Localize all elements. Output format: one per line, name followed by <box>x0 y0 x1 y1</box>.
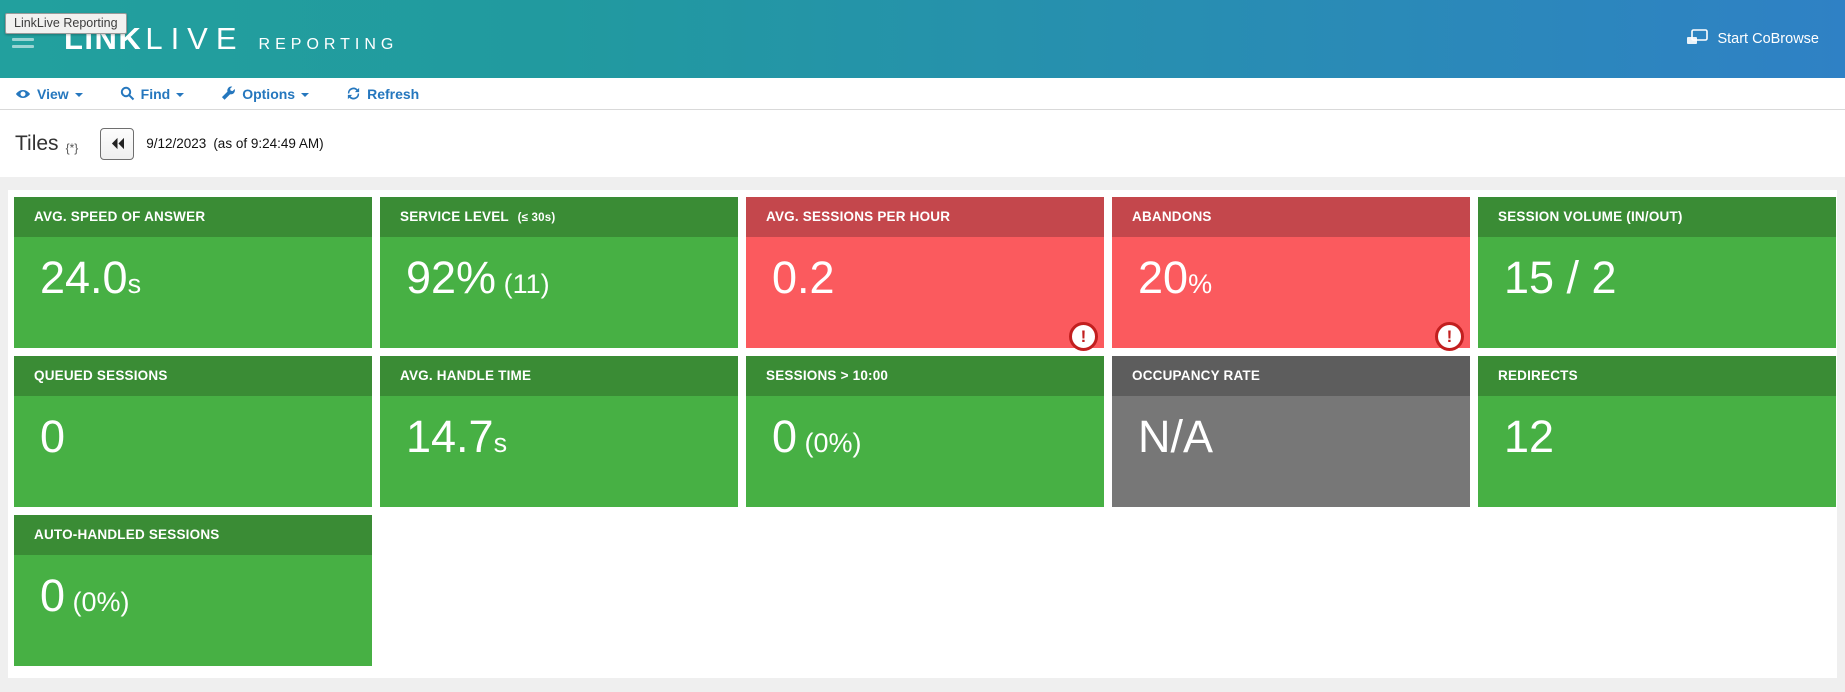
search-icon <box>120 86 134 101</box>
start-cobrowse-label: Start CoBrowse <box>1717 31 1819 47</box>
metric-tile[interactable]: AUTO-HANDLED SESSIONS 0 (0%) <box>14 515 372 666</box>
report-date: 9/12/2023 <box>146 136 207 151</box>
tile-header: AUTO-HANDLED SESSIONS <box>14 515 372 555</box>
tile-body: 14.7s <box>380 396 738 507</box>
metric-tile[interactable]: SESSIONS > 10:00 0 (0%) <box>746 356 1104 507</box>
tile-value-main: 92% <box>406 252 497 303</box>
tile-header: SESSIONS > 10:00 <box>746 356 1104 396</box>
tile-header: AVG. SPEED OF ANSWER <box>14 197 372 237</box>
tile-label: SERVICE LEVEL <box>400 209 509 224</box>
tiles-grid: AVG. SPEED OF ANSWER 24.0s SERVICE LEVEL… <box>14 197 1836 666</box>
view-menu-label: View <box>37 85 69 102</box>
tile-body: 15 / 2 <box>1478 237 1836 348</box>
find-menu-label: Find <box>140 85 171 102</box>
page-title: Tiles <box>15 131 59 155</box>
tile-value-sub: % <box>1188 269 1213 299</box>
metric-tile[interactable]: OCCUPANCY RATE N/A <box>1112 356 1470 507</box>
native-tooltip: LinkLive Reporting <box>5 13 127 34</box>
tile-label: SESSION VOLUME (IN/OUT) <box>1498 209 1683 224</box>
tile-value-main: N/A <box>1138 411 1214 462</box>
tile-value-main: 0.2 <box>772 252 835 303</box>
menu-toolbar: View Find Options Refresh <box>0 78 1845 110</box>
exclamation-icon[interactable]: ! <box>1069 322 1098 351</box>
tile-label: AVG. SESSIONS PER HOUR <box>766 209 951 224</box>
tile-value-main: 14.7 <box>406 411 494 462</box>
tile-header: AVG. SESSIONS PER HOUR <box>746 197 1104 237</box>
refresh-label: Refresh <box>367 85 420 102</box>
tile-header: AVG. HANDLE TIME <box>380 356 738 396</box>
as-of-timestamp: (as of 9:24:49 AM) <box>213 136 324 151</box>
tile-value-main: 15 / 2 <box>1504 252 1617 303</box>
page-title-row: Tiles {*} 9/12/2023 (as of 9:24:49 AM) <box>0 110 1845 177</box>
tile-value-main: 0 <box>40 570 66 621</box>
tile-value-main: 0 <box>40 411 66 462</box>
tile-body: 0.2 <box>746 237 1104 348</box>
tile-body: 24.0s <box>14 237 372 348</box>
tile-body: 0 (0%) <box>746 396 1104 507</box>
logo-reporting-text: REPORTING <box>258 36 399 53</box>
tile-label: SESSIONS > 10:00 <box>766 368 889 383</box>
hamburger-icon[interactable] <box>12 31 34 52</box>
start-cobrowse-button[interactable]: Start CoBrowse <box>1686 28 1819 50</box>
tile-label: AUTO-HANDLED SESSIONS <box>34 527 220 542</box>
tile-header: QUEUED SESSIONS <box>14 356 372 396</box>
tile-value-sub: (0%) <box>65 587 130 617</box>
wrench-icon <box>222 86 236 100</box>
refresh-button[interactable]: Refresh <box>346 86 419 102</box>
tile-body: 0 <box>14 396 372 507</box>
options-menu-button[interactable]: Options <box>221 85 310 102</box>
tile-header: REDIRECTS <box>1478 356 1836 396</box>
rewind-icon <box>111 137 124 150</box>
tile-header: SERVICE LEVEL (≤ 30s) <box>380 197 738 237</box>
metric-tile[interactable]: QUEUED SESSIONS 0 <box>14 356 372 507</box>
tile-label: QUEUED SESSIONS <box>34 368 168 383</box>
tile-value-sub: s <box>493 428 508 458</box>
chevron-down-icon <box>176 92 185 97</box>
tile-label: REDIRECTS <box>1498 368 1578 383</box>
tile-label: ABANDONS <box>1132 209 1212 224</box>
metric-tile[interactable]: AVG. SPEED OF ANSWER 24.0s <box>14 197 372 348</box>
tile-label: AVG. SPEED OF ANSWER <box>34 209 206 224</box>
metric-tile[interactable]: SESSION VOLUME (IN/OUT) 15 / 2 <box>1478 197 1836 348</box>
tile-value-main: 24.0 <box>40 252 128 303</box>
metric-tile[interactable]: AVG. SESSIONS PER HOUR 0.2 ! <box>746 197 1104 351</box>
content-area: AVG. SPEED OF ANSWER 24.0s SERVICE LEVEL… <box>0 177 1845 692</box>
tile-header: ABANDONS <box>1112 197 1470 237</box>
title-filter-badge: {*} <box>65 140 79 155</box>
tile-value-sub: s <box>127 269 142 299</box>
tile-body: 12 <box>1478 396 1836 507</box>
date-back-button[interactable] <box>100 127 135 160</box>
tile-header: OCCUPANCY RATE <box>1112 356 1470 396</box>
tile-value-main: 0 <box>772 411 798 462</box>
tile-header: SESSION VOLUME (IN/OUT) <box>1478 197 1836 237</box>
chevron-down-icon <box>301 92 310 97</box>
tile-value-sub: (0%) <box>797 428 862 458</box>
tile-body: 0 (0%) <box>14 555 372 666</box>
tile-body: 20% <box>1112 237 1470 348</box>
logo-live-text: LIVE <box>145 21 245 56</box>
metric-tile[interactable]: AVG. HANDLE TIME 14.7s <box>380 356 738 507</box>
refresh-icon <box>347 87 360 100</box>
eye-icon <box>16 89 30 98</box>
tile-label-suffix: (≤ 30s) <box>517 212 556 224</box>
app-header: LINK LIVE REPORTING Start CoBrowse LinkL… <box>0 0 1845 78</box>
tile-body: 92% (11) <box>380 237 738 348</box>
exclamation-icon[interactable]: ! <box>1435 322 1464 351</box>
tile-value-sub: (11) <box>496 269 550 299</box>
metric-tile[interactable]: ABANDONS 20% ! <box>1112 197 1470 351</box>
tile-label: OCCUPANCY RATE <box>1132 368 1261 383</box>
tile-label: AVG. HANDLE TIME <box>400 368 532 383</box>
metric-tile[interactable]: REDIRECTS 12 <box>1478 356 1836 507</box>
metric-tile[interactable]: SERVICE LEVEL (≤ 30s) 92% (11) <box>380 197 738 348</box>
tile-value-main: 12 <box>1504 411 1555 462</box>
options-menu-label: Options <box>242 85 296 102</box>
view-menu-button[interactable]: View <box>15 86 83 102</box>
tile-body: N/A <box>1112 396 1470 507</box>
screen-share-icon <box>1686 28 1709 50</box>
tiles-card: AVG. SPEED OF ANSWER 24.0s SERVICE LEVEL… <box>8 190 1837 678</box>
tile-value-main: 20 <box>1138 252 1189 303</box>
find-menu-button[interactable]: Find <box>120 86 185 102</box>
chevron-down-icon <box>74 92 83 97</box>
